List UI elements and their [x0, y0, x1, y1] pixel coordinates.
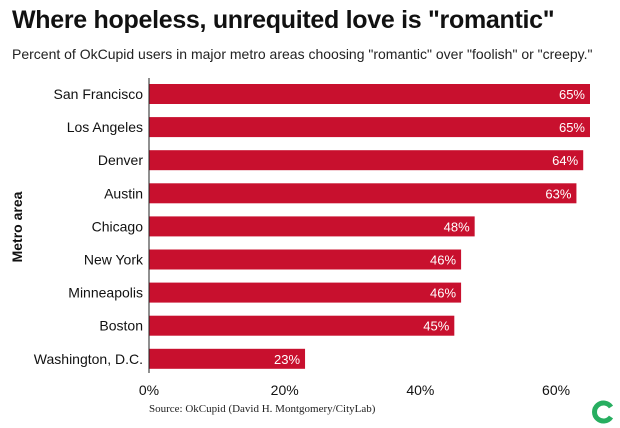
category-label: San Francisco: [54, 86, 144, 102]
y-axis-title: Metro area: [9, 191, 25, 262]
data-label: 63%: [545, 186, 571, 201]
data-label: 23%: [274, 352, 300, 367]
bar-austin: [149, 183, 577, 204]
category-label: Minneapolis: [68, 285, 143, 301]
bar-los-angeles: [149, 117, 590, 138]
category-label: Denver: [98, 152, 143, 168]
x-tick-label: 0%: [139, 382, 159, 398]
data-label: 65%: [559, 120, 585, 135]
bar-minneapolis: [149, 282, 462, 303]
x-tick-label: 20%: [271, 382, 299, 398]
category-label: New York: [84, 252, 144, 268]
bar-new-york: [149, 249, 462, 270]
data-label: 64%: [552, 153, 578, 168]
source-note: Source: OkCupid (David H. Montgomery/Cit…: [149, 403, 376, 415]
bar-chicago: [149, 216, 475, 237]
bar-denver: [149, 150, 584, 171]
category-label: Austin: [104, 185, 143, 201]
category-label: Chicago: [92, 218, 144, 234]
x-tick-label: 40%: [406, 382, 434, 398]
data-label: 48%: [444, 219, 470, 234]
bar-san-francisco: [149, 84, 590, 104]
bar-boston: [149, 315, 455, 336]
data-label: 65%: [559, 87, 585, 102]
chart-title: Where hopeless, unrequited love is "roma…: [12, 6, 555, 34]
category-label: Washington, D.C.: [34, 351, 143, 367]
category-label: Boston: [99, 318, 143, 334]
data-label: 45%: [423, 319, 449, 334]
data-label: 46%: [430, 286, 456, 301]
category-label: Los Angeles: [67, 119, 143, 135]
bar-washington-d-c: [149, 348, 306, 369]
x-tick-label: 60%: [542, 382, 570, 398]
data-label: 46%: [430, 253, 456, 268]
chart-subtitle: Percent of OkCupid users in major metro …: [12, 46, 593, 62]
citylab-logo-icon: [592, 400, 614, 424]
